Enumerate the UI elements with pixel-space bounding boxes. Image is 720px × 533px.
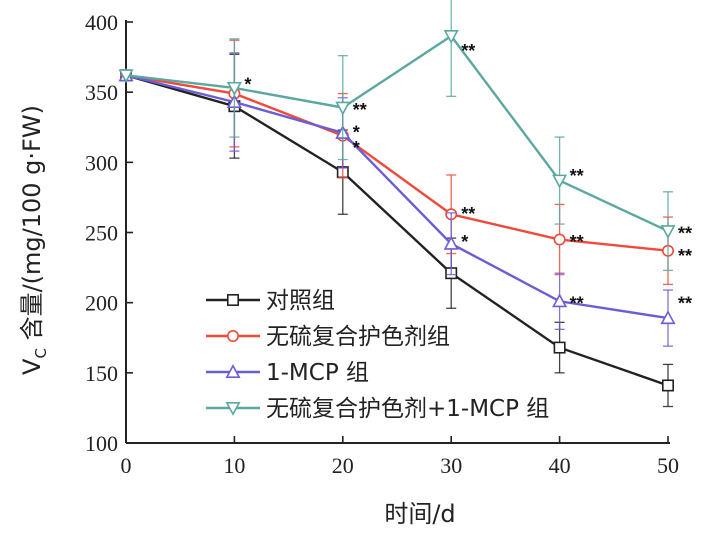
data-point bbox=[552, 293, 568, 308]
axes: 0 10 20 30 40 50 100 150 200 250 300 350 400 bbox=[85, 10, 679, 478]
y-tick-label: 300 bbox=[85, 150, 118, 175]
legend-marker bbox=[225, 364, 241, 379]
x-tick-label: 40 bbox=[549, 453, 571, 478]
legend-item-0: 对照组 bbox=[206, 288, 335, 314]
data-point bbox=[660, 310, 676, 325]
legend-label: 无硫复合护色剂+1-MCP 组 bbox=[266, 396, 549, 422]
significance-mark: ** bbox=[570, 166, 584, 186]
y-axis-label-rest: 含量/(mg/100 g·FW) bbox=[18, 105, 46, 348]
series-0 bbox=[120, 53, 674, 408]
x-tick-label: 50 bbox=[657, 453, 679, 478]
data-point bbox=[660, 225, 676, 239]
y-axis-label: VC 含量/(mg/100 g·FW) bbox=[18, 105, 50, 375]
legend-marker bbox=[225, 401, 241, 416]
legend-label: 1-MCP 组 bbox=[266, 360, 369, 386]
significance-mark: * bbox=[353, 122, 360, 142]
significance-mark: * bbox=[353, 138, 360, 158]
x-tick-label: 0 bbox=[121, 453, 132, 478]
annotation-layer: ********************** bbox=[244, 41, 692, 314]
series-1 bbox=[120, 39, 674, 286]
data-point bbox=[335, 101, 351, 116]
significance-mark: ** bbox=[570, 232, 584, 252]
legend-item-2: 1-MCP 组 bbox=[206, 360, 369, 386]
legend-item-1: 无硫复合护色剂组 bbox=[206, 324, 450, 350]
legend-marker bbox=[227, 329, 240, 342]
significance-mark: ** bbox=[353, 100, 367, 120]
y-tick-label: 100 bbox=[85, 431, 118, 456]
y-axis-label-sub: C bbox=[32, 348, 50, 358]
data-point bbox=[552, 174, 568, 189]
x-tick-label: 20 bbox=[332, 453, 354, 478]
series-2 bbox=[118, 52, 676, 347]
data-point bbox=[553, 341, 566, 354]
y-tick-label: 200 bbox=[85, 291, 118, 316]
data-point bbox=[443, 235, 459, 250]
data-point bbox=[661, 379, 674, 392]
significance-mark: ** bbox=[570, 294, 584, 314]
significance-mark: ** bbox=[461, 204, 475, 224]
y-tick-label: 250 bbox=[85, 221, 118, 246]
data-point bbox=[118, 69, 134, 84]
legend-item-3: 无硫复合护色剂+1-MCP 组 bbox=[206, 396, 549, 422]
series-line bbox=[125, 74, 669, 387]
series-layer bbox=[118, 0, 676, 408]
x-tick-label: 30 bbox=[440, 453, 462, 478]
legend-label: 对照组 bbox=[266, 288, 335, 314]
series-3 bbox=[118, 0, 676, 272]
series-line bbox=[125, 74, 669, 320]
significance-mark: ** bbox=[678, 246, 692, 266]
data-point bbox=[553, 233, 566, 246]
data-point bbox=[443, 30, 459, 44]
significance-mark: * bbox=[461, 232, 468, 252]
legend-label: 无硫复合护色剂组 bbox=[266, 324, 450, 350]
y-tick-label: 400 bbox=[85, 10, 118, 35]
data-point bbox=[226, 81, 242, 96]
significance-mark: ** bbox=[678, 294, 692, 314]
significance-mark: ** bbox=[678, 224, 692, 244]
y-tick-label: 150 bbox=[85, 361, 118, 386]
significance-mark: * bbox=[244, 75, 251, 95]
x-axis-label: 时间/d bbox=[384, 500, 455, 528]
y-axis-label-main: V bbox=[18, 358, 46, 375]
series-line bbox=[125, 34, 669, 233]
y-tick-label: 350 bbox=[85, 80, 118, 105]
x-tick-label: 10 bbox=[223, 453, 245, 478]
legend-marker bbox=[227, 293, 240, 306]
significance-mark: ** bbox=[461, 41, 475, 61]
series-line bbox=[125, 74, 669, 252]
